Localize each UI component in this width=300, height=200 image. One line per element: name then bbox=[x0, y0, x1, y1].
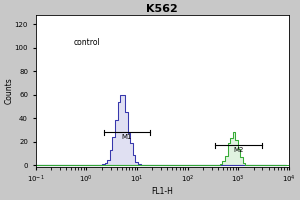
Text: M2: M2 bbox=[234, 147, 244, 153]
Title: K562: K562 bbox=[146, 4, 178, 14]
Y-axis label: Counts: Counts bbox=[4, 77, 13, 104]
Text: M1: M1 bbox=[122, 134, 132, 140]
Text: control: control bbox=[74, 38, 100, 47]
X-axis label: FL1-H: FL1-H bbox=[152, 187, 173, 196]
